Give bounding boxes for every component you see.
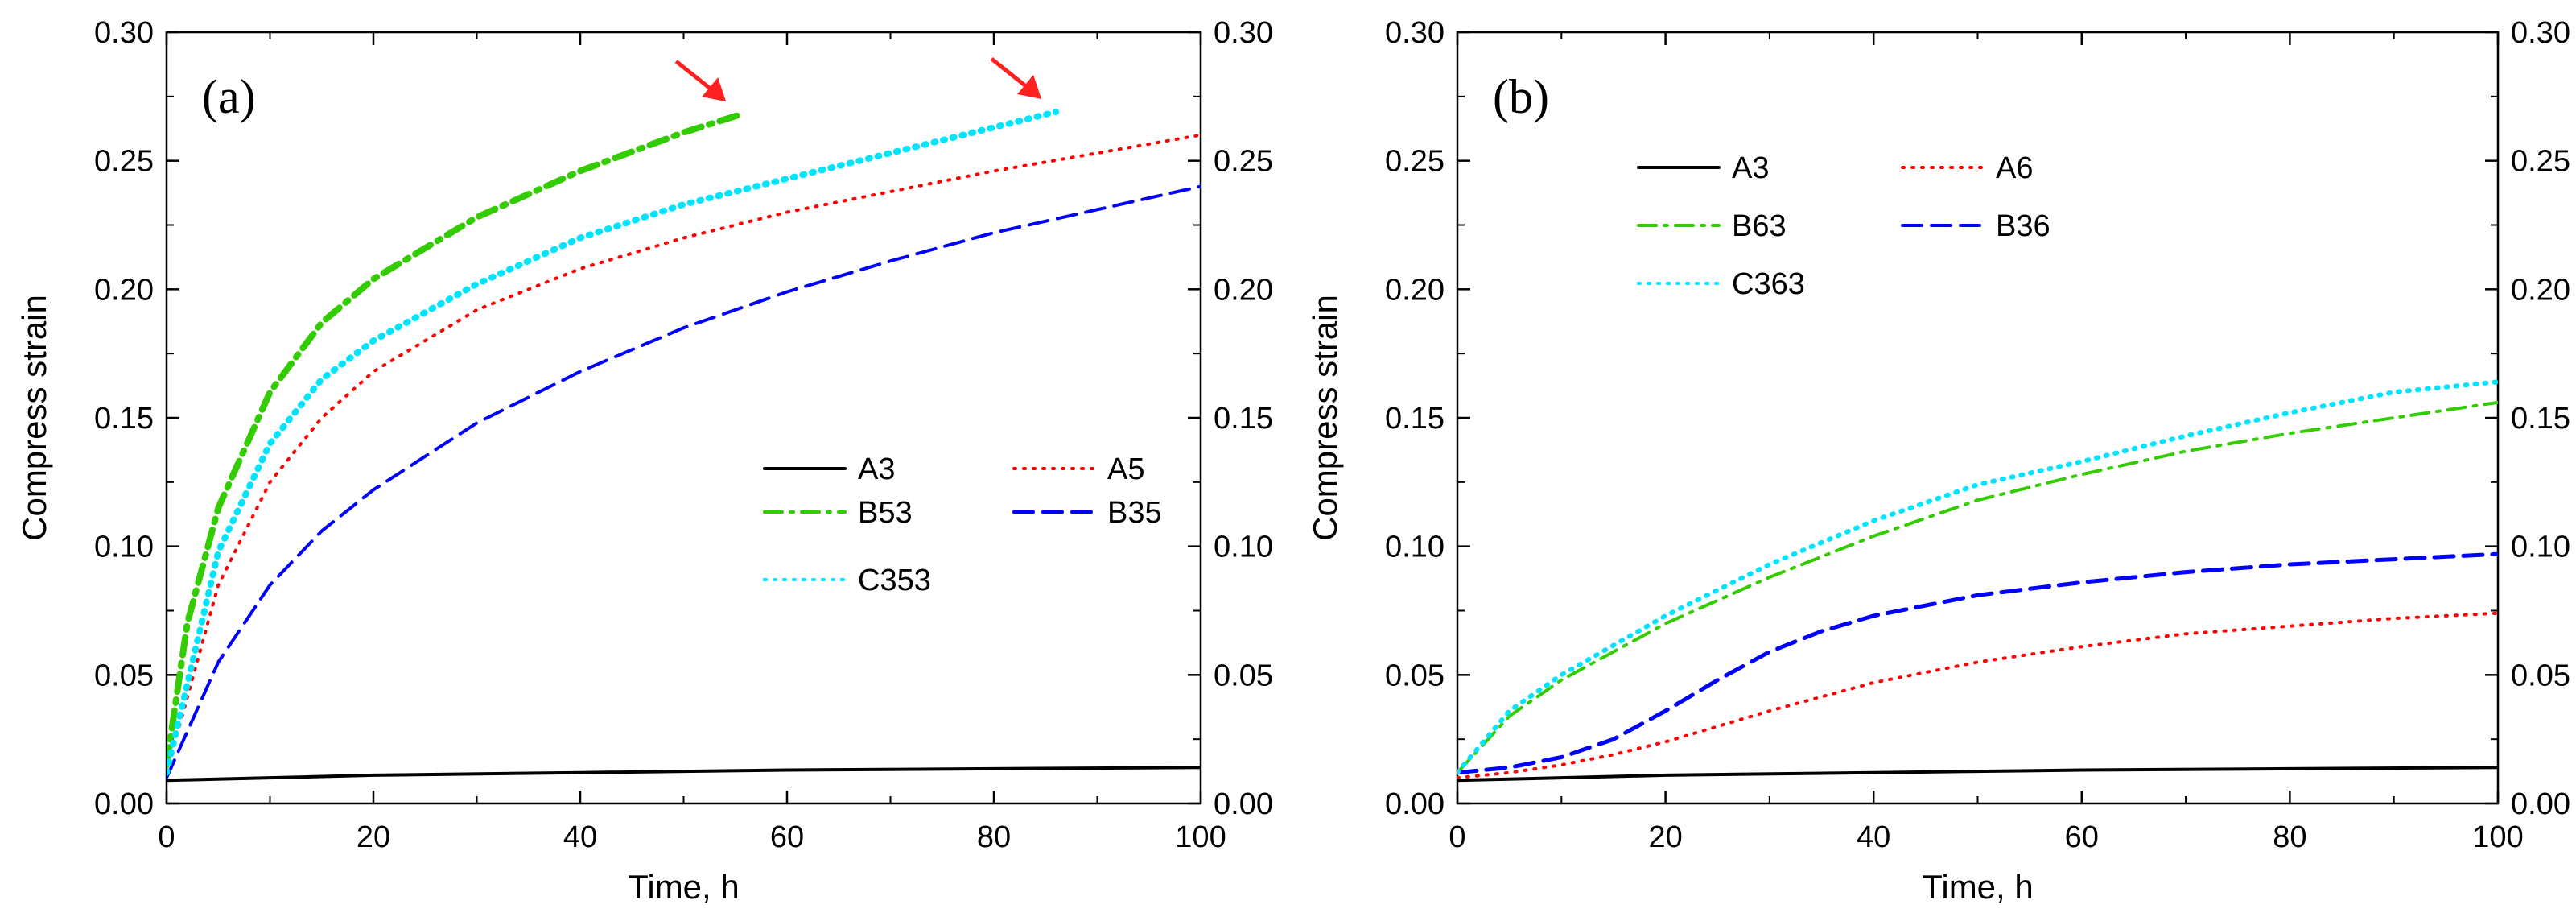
y-tick-label: 0.25 xyxy=(1385,145,1445,179)
series-group xyxy=(1457,379,2498,783)
y-tick-label: 0.25 xyxy=(94,145,154,179)
x-tick-label: 20 xyxy=(357,820,390,854)
y-tick-label: 0.20 xyxy=(94,273,154,307)
y-tick-label: 0.05 xyxy=(1385,659,1445,692)
legend-label-b35: B35 xyxy=(1107,496,1162,530)
y-tick-label-right: 0.05 xyxy=(2511,659,2570,692)
y-tick-label: 0.15 xyxy=(94,402,154,436)
end-arrow-b53 xyxy=(674,60,727,102)
y-tick-label-right: 0.30 xyxy=(2511,16,2570,50)
y-tick-label-right: 0.25 xyxy=(2511,145,2570,179)
series-line-b53 xyxy=(167,111,744,769)
y-tick-label-right: 0.30 xyxy=(1214,16,1273,50)
y-tick-label: 0.00 xyxy=(1385,787,1445,821)
x-tick-label: 40 xyxy=(563,820,597,854)
end-arrow-c353 xyxy=(990,57,1042,99)
legend-label-c353: C353 xyxy=(858,564,931,597)
arrow-head xyxy=(702,77,727,102)
x-axis-title: Time, h xyxy=(628,868,739,906)
x-tick-label: 80 xyxy=(2273,820,2306,854)
y-tick-label-right: 0.20 xyxy=(1214,273,1273,307)
x-tick-label: 0 xyxy=(158,820,175,854)
plot-frame xyxy=(165,31,1202,805)
legend-label-b53: B53 xyxy=(858,496,913,530)
y-tick-label: 0.30 xyxy=(1385,16,1445,50)
y-tick-label: 0.30 xyxy=(94,16,154,50)
series-line-a3 xyxy=(1457,766,2498,783)
x-tick-label: 80 xyxy=(977,820,1011,854)
y-tick-label-right: 0.15 xyxy=(2511,402,2570,436)
y-tick-label: 0.20 xyxy=(1385,273,1445,307)
series-line-b63 xyxy=(1457,400,2498,774)
legend-label-b63: B63 xyxy=(1732,209,1787,243)
y-tick-label-right: 0.15 xyxy=(1214,402,1273,436)
y-tick-label: 0.05 xyxy=(94,659,154,692)
y-tick-label: 0.10 xyxy=(1385,531,1445,564)
series-line-a3 xyxy=(167,766,1201,783)
panel-label: (b) xyxy=(1493,70,1549,123)
y-tick-label: 0.10 xyxy=(94,531,154,564)
x-tick-label: 40 xyxy=(1857,820,1890,854)
x-tick-label: 0 xyxy=(1449,820,1465,854)
series-line-b36 xyxy=(1457,551,2498,775)
plot-frame xyxy=(1456,31,2500,805)
legend-label-a6: A6 xyxy=(1996,151,2033,185)
series-line-c353 xyxy=(167,109,1060,776)
legend-label-a3: A3 xyxy=(858,452,895,486)
legend: A3 A6 B63 B36 C363 xyxy=(1637,151,2050,301)
series-line-a6 xyxy=(1457,611,2498,780)
legend-label-b36: B36 xyxy=(1996,209,2050,243)
legend: A3 A5 B53 B35 C353 xyxy=(763,452,1162,597)
y-tick-label-right: 0.05 xyxy=(1214,659,1273,692)
y-axis-title: Compress strain xyxy=(15,295,53,541)
y-tick-label-right: 0.00 xyxy=(2511,787,2570,821)
y-tick-label-right: 0.00 xyxy=(1214,787,1273,821)
series-line-a5 xyxy=(167,133,1201,774)
y-tick-label-right: 0.10 xyxy=(2511,531,2570,564)
y-axis-title: Compress strain xyxy=(1306,295,1344,541)
x-tick-label: 20 xyxy=(1648,820,1682,854)
x-tick-label: 100 xyxy=(1175,820,1226,854)
x-tick-label: 100 xyxy=(2472,820,2523,854)
panel-label: (a) xyxy=(202,70,256,123)
legend-label-a5: A5 xyxy=(1107,452,1144,486)
x-axis-title: Time, h xyxy=(1922,868,2033,906)
y-tick-label-right: 0.20 xyxy=(2511,273,2570,307)
series-line-c363 xyxy=(1457,379,2498,775)
y-tick-label-right: 0.25 xyxy=(1214,145,1273,179)
series-group xyxy=(167,109,1201,783)
x-tick-label: 60 xyxy=(770,820,804,854)
legend-label-a3: A3 xyxy=(1732,151,1769,185)
series-line-b35 xyxy=(167,184,1201,780)
legend-label-c363: C363 xyxy=(1732,267,1805,301)
y-tick-label: 0.00 xyxy=(94,787,154,821)
y-tick-label-right: 0.10 xyxy=(1214,531,1273,564)
arrow-head xyxy=(1017,74,1042,99)
y-tick-label: 0.15 xyxy=(1385,402,1445,436)
x-tick-label: 60 xyxy=(2065,820,2099,854)
